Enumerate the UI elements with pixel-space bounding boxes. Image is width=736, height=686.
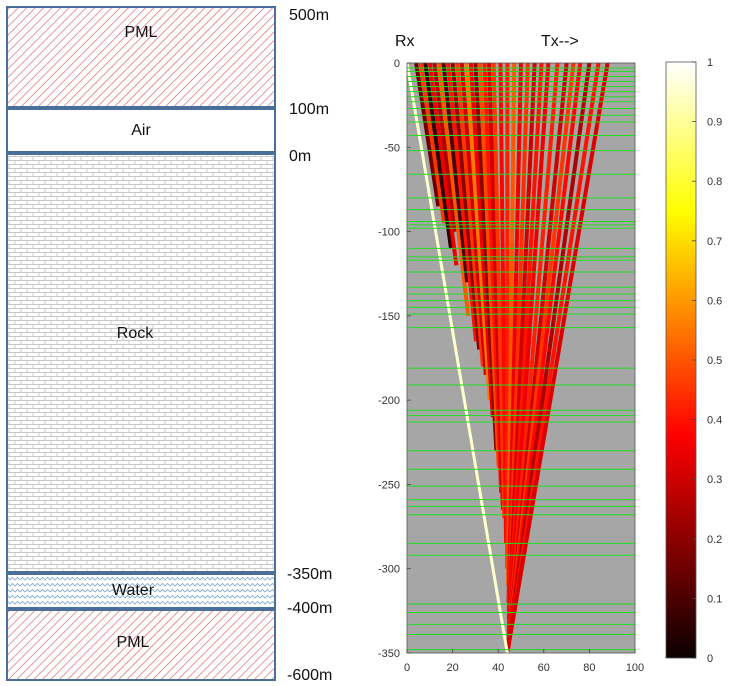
colorbar-tick-label: 0.9: [707, 117, 722, 129]
y-tick-label: -100: [378, 227, 400, 239]
earth-model: PML Air Rock Water PML 500m 100m 0m -350…: [6, 6, 332, 684]
y-tick-label: -150: [378, 311, 400, 323]
layer-pml-bottom: [6, 609, 276, 681]
colorbar-ticks: 1 0.9 0.8 0.7 0.6 0.5 0.4 0.3 0.2 0.1 0: [692, 57, 722, 665]
layer-water: [6, 573, 276, 609]
x-tick-label: 100: [626, 662, 644, 674]
colorbar-tick-label: 0.2: [707, 534, 722, 546]
depth-label-minus-400m: -400m: [287, 600, 332, 617]
y-tick-label: -250: [378, 479, 400, 491]
layer-label-air: Air: [131, 122, 151, 139]
x-tick-label: 80: [583, 662, 595, 674]
ray: [423, 63, 454, 249]
x-tick-label: 40: [492, 662, 504, 674]
colorbar-tick-label: 0.8: [707, 176, 722, 188]
colorbar: 1 0.9 0.8 0.7 0.6 0.5 0.4 0.3 0.2 0.1 0: [665, 57, 722, 665]
y-tick-label: -350: [378, 648, 400, 660]
ray: [491, 63, 507, 519]
layer-rock: [6, 153, 276, 573]
ray: [450, 63, 482, 350]
y-axis: 0 -50 -100 -150 -200 -250 -300 -350: [378, 58, 411, 660]
ray: [432, 63, 458, 232]
rx-label: Rx: [395, 33, 415, 50]
ray-plot: Rx Tx--> 0 20 40 60 80 100 0 -50 -100 -150 -200 -2…: [378, 33, 644, 674]
x-axis: 0 20 40 60 80 100: [404, 649, 644, 674]
y-tick-label: -200: [378, 395, 400, 407]
layer-label-rock: Rock: [117, 325, 154, 342]
colorbar-tick-label: 0.1: [707, 593, 722, 605]
colorbar-tick-label: 1: [707, 57, 713, 69]
tx-label: Tx-->: [541, 33, 579, 50]
depth-label-500m: 500m: [289, 7, 329, 24]
layer-label-pml-top: PML: [125, 24, 158, 41]
y-tick-label: -300: [378, 564, 400, 576]
colorbar-tick-label: 0.6: [707, 295, 722, 307]
colorbar-tick-label: 0.3: [707, 474, 722, 486]
depth-label-100m: 100m: [289, 101, 329, 118]
depth-label-minus-350m: -350m: [287, 566, 332, 583]
plot-frame: [406, 62, 636, 654]
direct-ray: [407, 63, 509, 653]
x-tick-label: 60: [538, 662, 550, 674]
layer-label-pml-bottom: PML: [117, 634, 150, 651]
depth-label-minus-600m: -600m: [287, 667, 332, 684]
ray: [441, 63, 470, 283]
horizontal-lines: [407, 67, 635, 651]
ray: [464, 63, 492, 401]
layer-air: [6, 108, 276, 153]
layer-label-water: Water: [112, 582, 155, 599]
ray: [418, 63, 447, 224]
ray: [498, 63, 509, 544]
colorbar-tick-label: 0.7: [707, 236, 722, 248]
colorbar-tick-label: 0.5: [707, 355, 722, 367]
rays: [407, 63, 610, 653]
ray: [446, 63, 478, 342]
layer-pml-top: [6, 6, 276, 108]
ray: [455, 63, 485, 367]
x-tick-label: 20: [446, 662, 458, 674]
colorbar-gradient: [665, 61, 697, 659]
y-tick-label: -50: [384, 142, 400, 154]
ray: [505, 63, 610, 652]
colorbar-tick-label: 0.4: [707, 415, 722, 427]
y-tick-label: 0: [394, 58, 400, 70]
ray: [436, 63, 471, 317]
colorbar-tick-label: 0: [707, 653, 713, 665]
depth-label-0m: 0m: [289, 148, 311, 165]
x-tick-label: 0: [404, 662, 410, 674]
